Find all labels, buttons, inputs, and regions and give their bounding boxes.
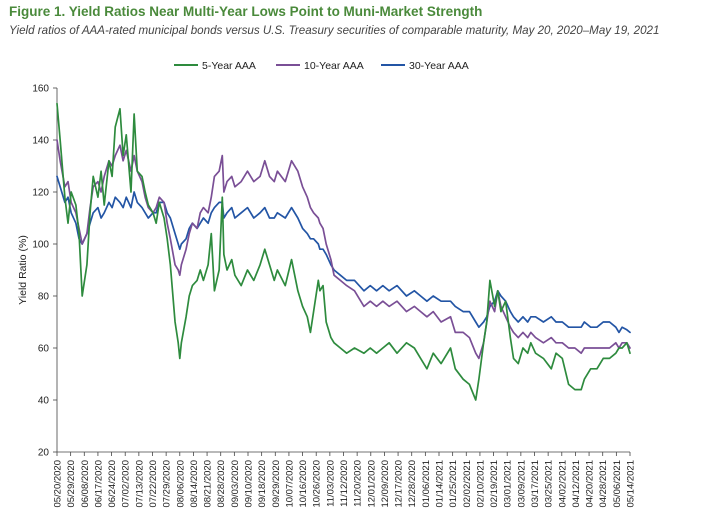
x-tick-label: 08/06/2020 [175, 460, 186, 508]
x-tick-label: 06/17/2020 [93, 460, 104, 508]
legend: 5-Year AAA 10-Year AAA 30-Year AAA [174, 60, 469, 72]
x-tick-label: 12/09/2020 [380, 460, 391, 508]
x-tick-label: 07/13/2020 [134, 460, 145, 508]
x-tick-label: 09/18/2020 [257, 460, 268, 508]
x-tick-label: 02/02/2021 [462, 460, 473, 508]
x-tick-label: 10/16/2020 [298, 460, 309, 508]
x-tick-label: 03/17/2021 [530, 460, 541, 508]
x-tick-label: 04/28/2021 [598, 460, 609, 508]
legend-label-10yr: 10-Year AAA [304, 60, 364, 72]
x-tick-label: 08/28/2020 [216, 460, 227, 508]
x-tick-label: 03/09/2021 [516, 460, 527, 508]
x-tick-label: 01/25/2021 [448, 460, 459, 508]
x-tick-label: 05/29/2020 [66, 460, 77, 508]
y-tick-label: 160 [32, 84, 49, 95]
x-tick-label: 09/10/2020 [244, 460, 255, 508]
x-tick-label: 04/20/2021 [585, 460, 596, 508]
y-tick-label: 60 [38, 344, 50, 355]
x-tick-label: 12/01/2020 [366, 460, 377, 508]
x-tick-label: 11/20/2020 [353, 460, 364, 507]
y-axis-label: Yield Ratio (%) [17, 235, 29, 305]
y-tick-label: 80 [38, 292, 50, 303]
x-tick-label: 11/12/2020 [339, 460, 350, 507]
figure-title: Figure 1. Yield Ratios Near Multi-Year L… [9, 4, 483, 19]
series-line-30yr [56, 175, 631, 334]
x-tick-label: 09/03/2020 [230, 460, 241, 508]
legend-label-30yr: 30-Year AAA [409, 60, 469, 72]
x-tick-label: 08/14/2020 [189, 460, 200, 508]
x-tick-label: 12/17/2020 [394, 460, 405, 508]
x-axis: 05/20/2020 05/29/2020 06/08/2020 06/17/2020… [53, 451, 637, 508]
y-tick-label: 140 [32, 136, 49, 147]
y-axis: 20 40 60 80 100 120 140 160 [32, 84, 58, 459]
x-tick-label: 01/06/2021 [421, 460, 432, 508]
legend-label-5yr: 5-Year AAA [202, 60, 256, 72]
x-tick-label: 01/14/2021 [435, 460, 446, 508]
x-tick-label: 10/07/2020 [284, 460, 295, 508]
x-tick-label: 05/06/2021 [612, 460, 623, 508]
x-tick-label: 07/22/2020 [148, 460, 159, 508]
series-line-5yr [56, 102, 631, 401]
x-tick-label: 05/14/2021 [626, 460, 637, 508]
x-tick-label: 09/29/2020 [271, 460, 282, 508]
x-tick-label: 07/02/2020 [121, 460, 132, 508]
x-tick-label: 06/08/2020 [80, 460, 91, 508]
y-tick-label: 120 [32, 188, 49, 199]
series-line-10yr [56, 139, 631, 360]
x-tick-label: 05/20/2020 [53, 460, 64, 508]
x-tick-label: 07/29/2020 [162, 460, 173, 508]
x-tick-label: 03/25/2021 [544, 460, 555, 508]
x-tick-label: 12/28/2020 [407, 460, 418, 508]
x-tick-label: 04/02/2021 [557, 460, 568, 508]
x-tick-label: 02/19/2021 [489, 460, 500, 508]
x-tick-label: 10/26/2020 [312, 460, 323, 508]
figure-subtitle: Yield ratios of AAA-rated municipal bond… [9, 24, 660, 37]
x-tick-label: 08/21/2020 [203, 460, 214, 508]
plot-lines [56, 102, 631, 401]
y-tick-label: 40 [38, 396, 50, 407]
y-tick-label: 100 [32, 240, 49, 251]
x-tick-label: 02/10/2021 [475, 460, 486, 508]
x-tick-label: 04/12/2021 [571, 460, 582, 508]
x-tick-label: 06/24/2020 [107, 460, 118, 508]
y-tick-label: 20 [38, 448, 50, 459]
x-tick-label: 03/01/2021 [503, 460, 514, 508]
x-tick-label: 11/03/2020 [325, 460, 336, 507]
